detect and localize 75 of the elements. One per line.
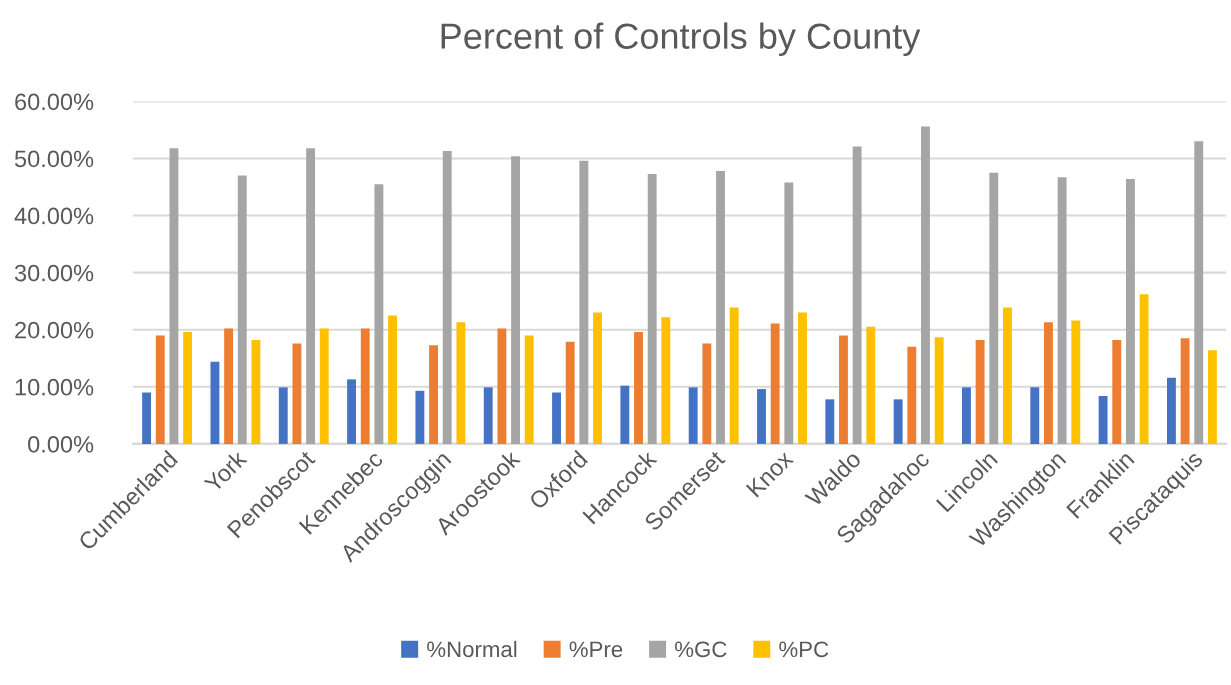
bar — [456, 322, 466, 444]
bar — [839, 335, 848, 444]
legend-label: %PC — [779, 641, 829, 658]
bar — [975, 339, 985, 444]
bar — [866, 326, 876, 444]
bar — [620, 385, 630, 444]
bar — [183, 332, 193, 444]
bar — [251, 339, 261, 444]
bar — [1194, 141, 1204, 444]
y-tick-label: 40.00% — [14, 207, 94, 225]
bar — [825, 399, 835, 444]
bar — [429, 345, 438, 444]
bar — [360, 328, 370, 444]
bar — [319, 328, 329, 444]
legend-label: %Normal — [427, 640, 517, 658]
bar — [415, 390, 425, 444]
bar — [907, 346, 917, 444]
bar — [224, 328, 234, 444]
bar — [1180, 338, 1190, 444]
bar — [565, 341, 575, 444]
bar — [1030, 387, 1040, 444]
bar — [1098, 395, 1108, 444]
bar — [593, 312, 602, 444]
bar — [278, 387, 288, 444]
bar — [155, 335, 165, 444]
bar — [210, 361, 220, 444]
bar — [306, 148, 316, 444]
bar — [579, 160, 589, 444]
bar — [347, 379, 357, 444]
legend-label: %Pre — [569, 641, 623, 658]
chart-title: Percent of Controls by County — [441, 22, 921, 57]
bar — [784, 182, 794, 444]
bar — [1003, 307, 1012, 444]
bar — [1166, 377, 1176, 444]
bar — [962, 387, 971, 444]
bar — [388, 315, 398, 444]
bar — [292, 343, 302, 444]
bar — [374, 184, 384, 444]
legend-label: %GC — [675, 641, 727, 658]
bar — [661, 317, 671, 444]
y-tick-label: 50.00% — [14, 150, 94, 168]
bar — [893, 399, 903, 444]
y-tick-label: 60.00% — [15, 93, 94, 111]
bar — [1044, 322, 1053, 444]
bar — [989, 172, 999, 444]
bar — [497, 328, 507, 444]
bar — [442, 151, 452, 444]
bar — [237, 175, 247, 444]
bar — [169, 148, 179, 444]
bar — [729, 307, 739, 444]
bar — [1125, 179, 1135, 444]
bar — [511, 156, 520, 444]
bar — [483, 387, 493, 444]
bar — [798, 312, 807, 444]
bar — [634, 332, 643, 444]
bar — [757, 389, 766, 444]
bar — [647, 173, 657, 444]
y-tick-label: 10.00% — [15, 378, 94, 396]
bar — [1112, 339, 1122, 444]
bar — [688, 387, 698, 444]
bar — [770, 323, 780, 444]
bar — [1057, 177, 1067, 444]
bar — [552, 392, 561, 444]
bar — [1207, 350, 1217, 444]
y-tick-label: 30.00% — [14, 264, 94, 282]
bar — [921, 126, 930, 444]
y-tick-label: 20.00% — [15, 321, 94, 339]
bar — [1139, 294, 1149, 444]
bar — [524, 335, 534, 444]
bar — [142, 392, 152, 444]
bar — [716, 171, 725, 444]
bar — [1071, 320, 1081, 444]
bar — [702, 343, 712, 444]
bar — [852, 146, 862, 444]
bar — [934, 337, 944, 444]
